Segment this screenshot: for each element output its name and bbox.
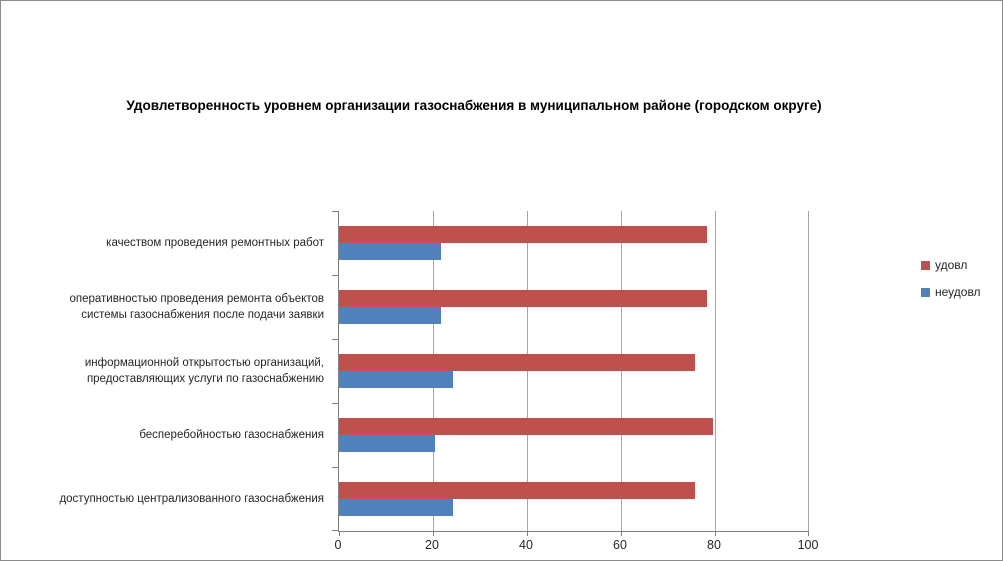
y-axis-tick — [332, 275, 339, 276]
x-axis-tick — [808, 531, 809, 536]
unsatisfied-bar — [339, 307, 441, 324]
unsatisfied-bar — [339, 435, 436, 452]
x-axis-tick — [433, 531, 434, 536]
legend-label: удовл — [935, 258, 968, 272]
legend-swatch-unsatisfied — [921, 287, 930, 297]
legend-item-satisfied: удовл — [921, 258, 981, 272]
y-axis-tick — [332, 211, 339, 212]
bar-group — [339, 403, 809, 467]
gridline — [527, 211, 528, 531]
bar-group — [339, 211, 809, 275]
chart-title: Удовлетворенность уровнем организации га… — [126, 98, 822, 113]
x-tick-label: 80 — [707, 538, 721, 552]
satisfied-bar — [339, 354, 695, 371]
y-axis-tick — [332, 403, 339, 404]
legend-item-unsatisfied: неудовл — [921, 285, 981, 299]
y-axis-tick — [332, 530, 339, 531]
satisfied-bar — [339, 290, 707, 307]
value-axis-labels: 0 20 40 60 80 100 — [335, 538, 819, 554]
x-axis-tick — [621, 531, 622, 536]
legend-label: неудовл — [935, 285, 981, 299]
satisfied-bar — [339, 482, 695, 499]
plot-area — [332, 211, 809, 536]
x-axis-tick — [527, 531, 528, 536]
x-axis-tick — [339, 531, 340, 536]
category-label: доступностью централизованного газоснабж… — [59, 492, 324, 505]
y-axis-tick — [332, 339, 339, 340]
category-axis-labels: качеством проведения ремонтных работ опер… — [1, 211, 332, 531]
category-label: оперативностью проведения ремонта объект… — [69, 292, 324, 321]
x-tick-label: 40 — [519, 538, 533, 552]
category-label: качеством проведения ремонтных работ — [106, 236, 324, 249]
x-tick-label: 0 — [334, 538, 342, 552]
x-axis-tick — [715, 531, 716, 536]
x-tick-label: 60 — [613, 538, 627, 552]
satisfied-bar — [339, 418, 713, 435]
category-label: бесперебойностью газоснабжения — [139, 428, 324, 441]
legend: удовл неудовл — [921, 258, 981, 312]
bar-group — [339, 339, 809, 403]
gridline — [621, 211, 622, 531]
bar-group — [339, 275, 809, 339]
unsatisfied-bar — [339, 499, 454, 516]
unsatisfied-bar — [339, 243, 441, 260]
gridline — [808, 211, 809, 531]
legend-swatch-satisfied — [921, 260, 930, 270]
satisfied-bar — [339, 226, 707, 243]
x-tick-label: 20 — [425, 538, 439, 552]
x-tick-label: 100 — [797, 538, 819, 552]
y-axis-tick — [332, 467, 339, 468]
gridline — [715, 211, 716, 531]
bar-group — [339, 467, 809, 531]
unsatisfied-bar — [339, 371, 454, 388]
category-label: информационной открытостью организаций, … — [84, 356, 324, 385]
